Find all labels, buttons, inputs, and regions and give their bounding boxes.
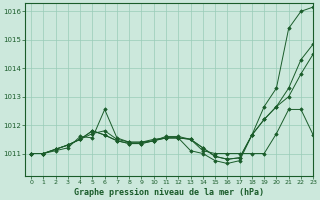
X-axis label: Graphe pression niveau de la mer (hPa): Graphe pression niveau de la mer (hPa) [74,188,264,197]
